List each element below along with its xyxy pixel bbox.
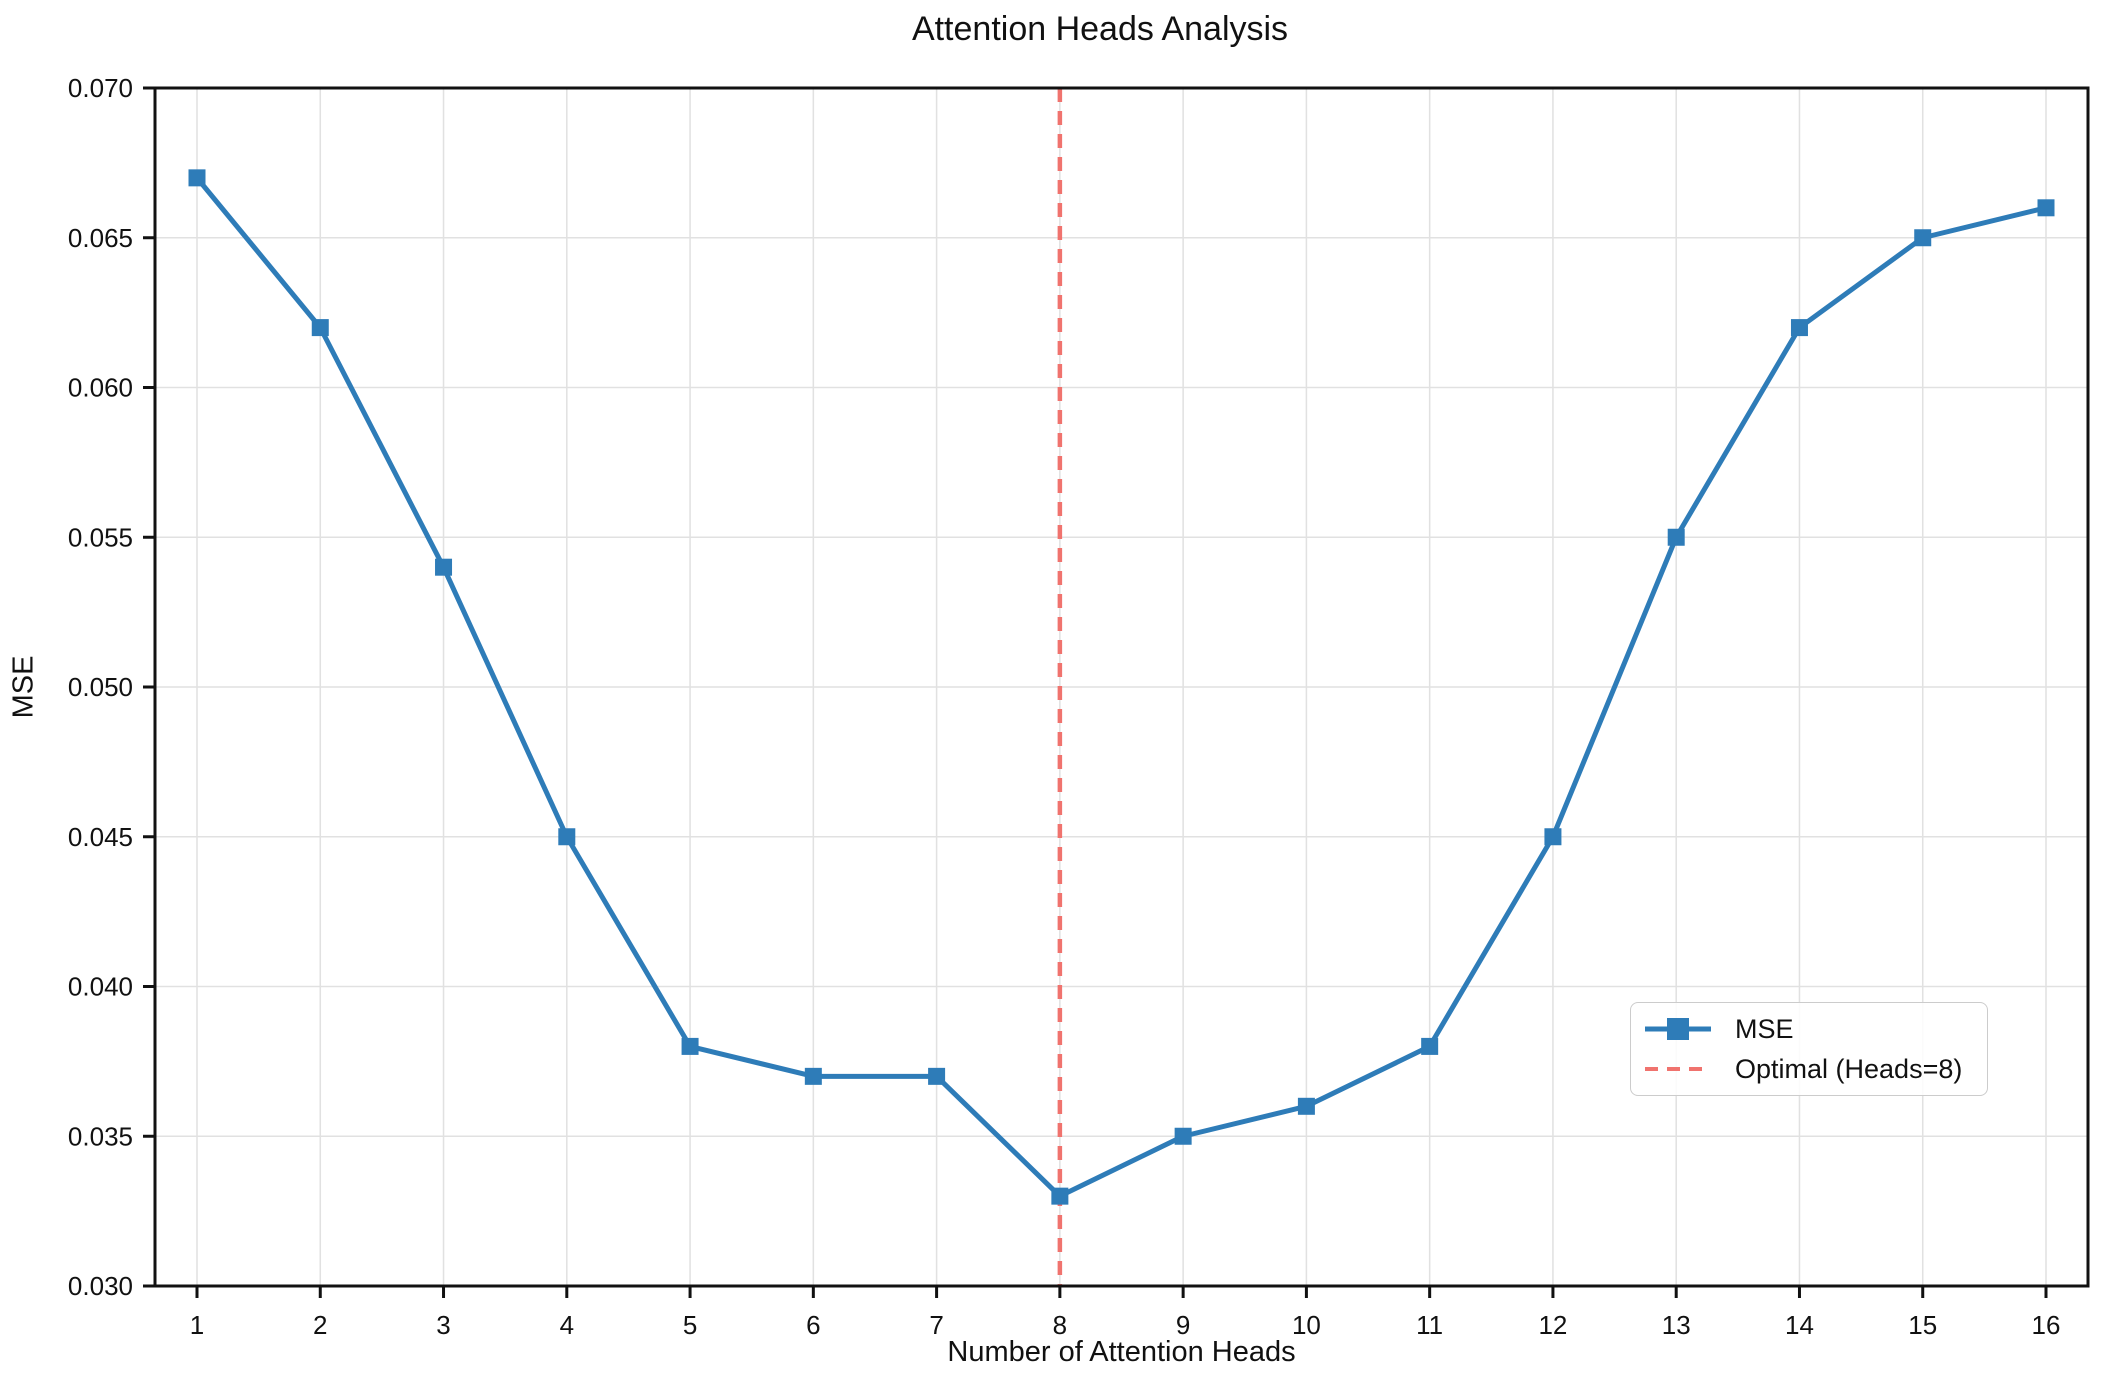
legend-item-optimal: Optimal (Heads=8) (1643, 1054, 1975, 1085)
x-tick-label: 16 (2032, 1310, 2061, 1340)
legend: MSE Optimal (Heads=8) (1630, 1002, 1988, 1096)
y-tick-label: 0.065 (68, 223, 133, 253)
x-tick-label: 2 (313, 1310, 327, 1340)
series-line-mse (195, 176, 2047, 1199)
x-axis-label: Number of Attention Heads (947, 1336, 1296, 1368)
x-tick-label: 7 (929, 1310, 943, 1340)
axis-ticks: 0.030 0.035 0.040 0.045 0.050 0.055 0.060 0.065… (68, 73, 2061, 1340)
y-axis-label: MSE (7, 655, 40, 719)
data-point (1174, 1127, 1192, 1145)
gridlines (155, 87, 2088, 1287)
x-tick-label: 12 (1538, 1310, 1567, 1340)
data-point (1421, 1037, 1439, 1055)
data-point (1051, 1187, 1069, 1205)
y-tick-label: 0.040 (68, 972, 133, 1002)
data-point (558, 828, 576, 846)
x-tick-label: 15 (1908, 1310, 1937, 1340)
x-tick-label: 11 (1416, 1310, 1443, 1340)
y-tick-label: 0.050 (68, 672, 133, 702)
x-tick-label: 8 (1053, 1310, 1067, 1340)
x-tick-label: 9 (1176, 1310, 1190, 1340)
x-tick-label: 5 (683, 1310, 697, 1340)
data-points (188, 169, 2055, 1205)
x-tick-label: 6 (806, 1310, 820, 1340)
y-tick-label: 0.070 (68, 73, 133, 103)
legend-item-mse: MSE (1643, 1014, 1975, 1045)
legend-label-optimal: Optimal (Heads=8) (1735, 1053, 1963, 1084)
x-tick-label: 10 (1292, 1310, 1321, 1340)
data-point (804, 1067, 822, 1085)
legend-sample-dashed-line-icon (1645, 1067, 1711, 1071)
chart-title: Attention Heads Analysis (911, 10, 1289, 48)
y-tick-label: 0.055 (68, 522, 133, 552)
plot-border (153, 86, 2090, 1288)
y-tick-label: 0.060 (68, 373, 133, 403)
data-point (188, 169, 206, 187)
x-tick-label: 1 (190, 1310, 204, 1340)
y-tick-label: 0.030 (68, 1271, 133, 1301)
y-tick-label: 0.035 (68, 1121, 133, 1151)
x-tick-label: 3 (436, 1310, 450, 1340)
data-point (1544, 828, 1562, 846)
data-point (681, 1037, 699, 1055)
data-point (928, 1067, 946, 1085)
data-point (1667, 528, 1685, 546)
x-tick-label: 13 (1662, 1310, 1691, 1340)
data-point (1914, 229, 1932, 247)
data-point (1297, 1097, 1315, 1115)
legend-sample-line-marker-icon (1645, 1018, 1711, 1040)
data-point (1790, 319, 1808, 337)
x-tick-label: 4 (560, 1310, 574, 1340)
data-point (2037, 199, 2055, 217)
data-point (311, 319, 329, 337)
data-point (435, 558, 453, 576)
y-tick-label: 0.045 (68, 822, 133, 852)
legend-label-mse: MSE (1735, 1013, 1794, 1044)
x-tick-label: 14 (1785, 1310, 1814, 1340)
